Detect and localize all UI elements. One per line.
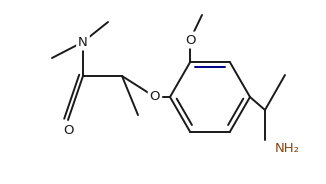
Text: O: O: [185, 33, 195, 47]
Text: NH₂: NH₂: [275, 141, 300, 155]
Text: O: O: [150, 91, 160, 103]
Text: N: N: [78, 36, 88, 49]
Text: O: O: [63, 123, 73, 137]
